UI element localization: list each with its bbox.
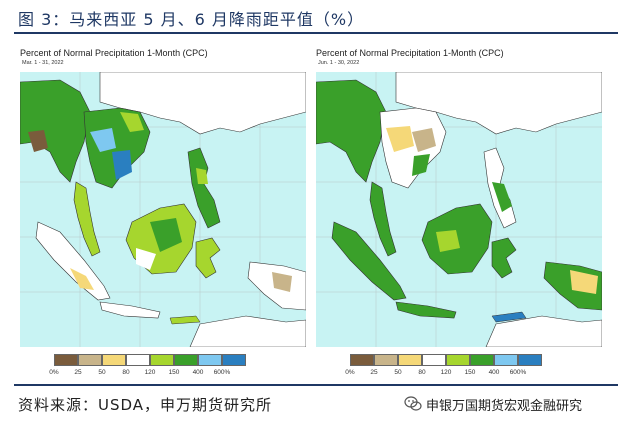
land-islands [169,315,201,325]
legend-swatch [350,354,374,366]
panel-title: Percent of Normal Precipitation 1-Month … [20,48,208,58]
legend-swatch [174,354,198,366]
land-indochina-verywet [112,150,132,180]
legend-swatch [518,354,542,366]
land-philippines-wet [492,182,512,212]
legend-tick: 150 [464,369,476,376]
legend-tick: 80 [418,369,426,376]
land-malay-peninsula [369,181,397,257]
legend-tick: 150 [168,369,180,376]
legend-tick: 600% [213,369,231,376]
land-myanmar-dry [28,130,48,152]
legend-tick: 25 [74,369,82,376]
map-panel-may: Percent of Normal Precipitation 1-Month … [14,44,314,376]
land-borneo-normal [136,248,156,270]
land-new-guinea-dry [272,272,292,292]
legend-tick: 600% [509,369,527,376]
legend-swatch [470,354,494,366]
panel-date: Mar. 1 - 31, 2022 [22,60,64,66]
legend-tick: 400 [192,369,204,376]
legend-tick: 400 [488,369,500,376]
source-note: 资料来源：USDA，申万期货研究所 [18,396,273,414]
legend-swatch [102,354,126,366]
land-malay-peninsula [73,181,101,257]
map-panel-june: Percent of Normal Precipitation 1-Month … [310,44,610,376]
land-java [395,301,457,319]
panel-title: Percent of Normal Precipitation 1-Month … [316,48,504,58]
land-borneo-light [436,230,460,252]
legend-tick: 120 [440,369,452,376]
land-philippines-light [196,168,208,184]
legend-swatch [494,354,518,366]
land-sumatra [331,221,407,301]
legend-tick: 120 [144,369,156,376]
figure-title: 图 3：马来西亚 5 月、6 月降雨距平值（%） [18,10,365,29]
legend-swatch [150,354,174,366]
land-indochina-wet [90,128,116,152]
land-indochina-dry [386,126,414,152]
land-indochina-light [120,112,144,132]
wechat-icon [404,396,422,411]
source-rule [14,384,618,386]
legend-swatch [398,354,422,366]
legend-swatch [374,354,398,366]
legend-swatch [198,354,222,366]
legend-tick: 50 [98,369,106,376]
legend-tick: 25 [370,369,378,376]
legend-tick: 0% [345,369,355,376]
legend-tick: 0% [49,369,59,376]
land-myanmar [316,79,387,183]
legend-tick: 80 [122,369,130,376]
land-timor-wet [491,311,527,323]
legend-tick: 50 [394,369,402,376]
precipitation-map-may [20,72,306,347]
legend-swatch [78,354,102,366]
land-sumatra-dry [70,268,94,290]
land-sumatra [35,221,111,301]
land-borneo-wet [150,218,182,252]
legend-swatch [422,354,446,366]
land-sulawesi [195,237,221,279]
land-indochina-drier [412,128,436,152]
land-sulawesi [491,237,517,279]
legend-swatch [446,354,470,366]
precipitation-map-june [316,72,602,347]
legend-swatch [126,354,150,366]
legend-swatch [54,354,78,366]
land-indochina-wet [412,154,430,176]
panel-date: Jun. 1 - 30, 2022 [318,60,360,66]
land-new-guinea-dry [570,270,598,294]
land-java [99,301,161,319]
land-australia [485,315,602,347]
title-rule [14,32,618,34]
legend-swatch [222,354,246,366]
land-australia [189,315,306,347]
brand-name: 申银万国期货宏观金融研究 [426,399,583,414]
